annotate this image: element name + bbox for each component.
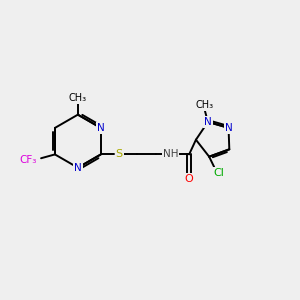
Text: N: N [225, 123, 232, 133]
Text: N: N [204, 117, 212, 127]
Text: CH₃: CH₃ [69, 93, 87, 103]
Text: O: O [185, 174, 194, 184]
Text: Cl: Cl [213, 168, 224, 178]
Text: N: N [97, 123, 105, 133]
Text: N: N [74, 163, 82, 173]
Text: NH: NH [163, 149, 178, 159]
Text: S: S [116, 149, 123, 159]
Text: CH₃: CH₃ [196, 100, 214, 110]
Text: CF₃: CF₃ [20, 155, 37, 165]
